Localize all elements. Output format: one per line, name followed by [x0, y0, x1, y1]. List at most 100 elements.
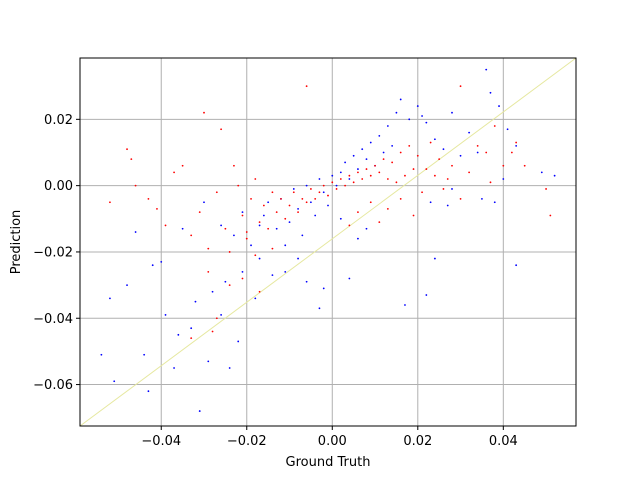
y-tick-label: −0.02 — [33, 245, 73, 260]
data-point — [374, 164, 376, 167]
data-point — [352, 181, 355, 184]
data-point — [361, 178, 364, 180]
data-point — [198, 211, 201, 214]
data-point — [181, 164, 184, 167]
data-point — [386, 125, 389, 127]
data-point — [297, 207, 299, 210]
data-point — [510, 151, 513, 154]
data-point — [267, 227, 270, 230]
data-point — [126, 284, 128, 286]
y-tick-label: 0.00 — [44, 179, 73, 194]
data-point — [271, 274, 274, 277]
data-point — [545, 188, 547, 190]
data-point — [301, 234, 304, 237]
data-point — [425, 294, 428, 296]
data-point — [395, 111, 398, 114]
x-tick-label: 0.04 — [489, 434, 518, 449]
data-point — [451, 111, 453, 114]
data-point — [318, 191, 321, 194]
data-point — [262, 204, 265, 207]
data-point — [215, 317, 218, 320]
data-point — [228, 251, 231, 253]
data-point — [284, 244, 287, 247]
data-point — [126, 148, 128, 151]
data-point — [245, 231, 248, 233]
data-point — [220, 224, 223, 227]
data-point — [515, 141, 518, 144]
data-point — [198, 410, 201, 412]
data-point — [203, 201, 205, 204]
data-point — [314, 214, 317, 217]
data-point — [502, 178, 505, 180]
data-point — [275, 211, 278, 214]
data-point — [369, 141, 372, 144]
data-point — [318, 307, 321, 310]
data-point — [459, 198, 462, 200]
data-point — [267, 201, 270, 204]
y-tick-label: 0.02 — [44, 113, 73, 128]
data-point — [275, 227, 278, 230]
data-point — [327, 204, 329, 207]
data-point — [378, 135, 381, 137]
data-point — [365, 168, 368, 170]
data-point — [327, 194, 329, 197]
data-point — [408, 118, 411, 121]
data-point — [134, 231, 137, 233]
data-point — [258, 257, 261, 260]
x-tick-label: −0.02 — [227, 434, 267, 449]
data-point — [254, 254, 257, 257]
data-point — [284, 217, 287, 220]
data-point — [233, 234, 235, 237]
data-point — [459, 85, 462, 88]
data-point — [292, 188, 295, 190]
data-point — [412, 168, 415, 170]
data-point — [322, 184, 325, 187]
data-point — [485, 68, 488, 71]
data-point — [425, 168, 428, 170]
data-point — [237, 184, 240, 187]
data-point — [348, 224, 351, 227]
data-point — [211, 290, 214, 293]
data-point — [190, 234, 193, 237]
data-point — [408, 144, 411, 147]
data-point — [262, 214, 265, 217]
x-tick-label: 0.02 — [403, 434, 432, 449]
series-0-points — [100, 68, 556, 412]
data-point — [369, 201, 372, 204]
data-point — [173, 367, 175, 369]
data-point — [391, 144, 394, 147]
data-point — [284, 270, 287, 273]
data-point — [109, 297, 111, 300]
data-point — [258, 221, 261, 224]
data-point — [404, 304, 406, 306]
data-point — [451, 188, 453, 190]
data-point — [386, 207, 389, 210]
data-point — [143, 353, 146, 356]
data-point — [442, 148, 445, 151]
data-point — [433, 138, 436, 141]
data-point — [335, 188, 338, 190]
data-point — [421, 191, 423, 194]
data-point — [322, 191, 325, 194]
data-point — [301, 198, 304, 200]
data-point — [468, 131, 471, 134]
data-point — [489, 181, 492, 184]
data-point — [459, 154, 462, 157]
data-point — [493, 201, 496, 204]
data-point — [271, 191, 274, 194]
data-point — [348, 178, 351, 180]
data-point — [438, 158, 441, 161]
data-point — [288, 204, 291, 207]
data-point — [113, 380, 116, 383]
data-point — [130, 158, 133, 161]
data-point — [348, 174, 351, 177]
y-tick-label: −0.06 — [33, 378, 73, 393]
data-point — [399, 98, 402, 101]
data-point — [361, 148, 364, 151]
data-point — [331, 181, 334, 184]
data-point — [378, 171, 381, 174]
data-point — [228, 367, 231, 369]
data-point — [391, 161, 394, 164]
data-point — [292, 191, 295, 194]
